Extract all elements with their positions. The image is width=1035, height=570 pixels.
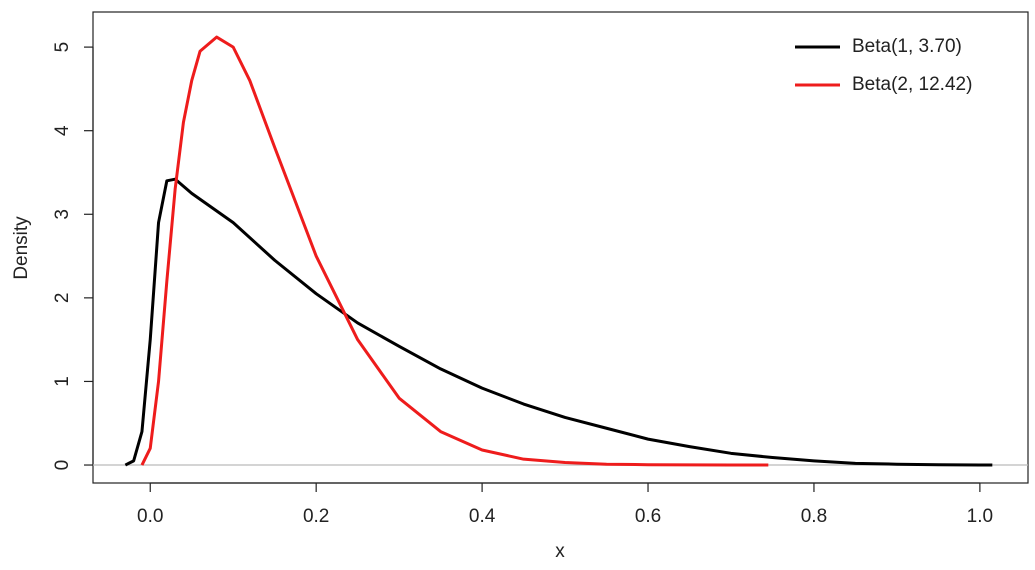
density-line: [140, 35, 769, 467]
x-axis-label: x: [555, 541, 565, 562]
x-tick-label: 0.2: [303, 506, 329, 527]
y-tick-label: 1: [52, 376, 73, 387]
x-tick-label: 1.0: [967, 506, 993, 527]
y-tick-label: 5: [52, 42, 73, 53]
x-tick-label: 0.0: [137, 506, 163, 527]
x-tick-label: 0.6: [635, 506, 661, 527]
x-tick-label: 0.8: [801, 506, 827, 527]
density-line: [124, 177, 993, 467]
y-tick-label: 4: [52, 125, 73, 136]
y-tick-label: 3: [52, 209, 73, 220]
x-tick-label: 0.4: [469, 506, 496, 527]
legend-label: Beta(2, 12.42): [852, 74, 972, 95]
legend-label: Beta(1, 3.70): [852, 36, 962, 57]
y-axis-label: Density: [11, 216, 32, 280]
y-tick-label: 2: [52, 293, 73, 304]
y-tick-label: 0: [52, 460, 73, 471]
